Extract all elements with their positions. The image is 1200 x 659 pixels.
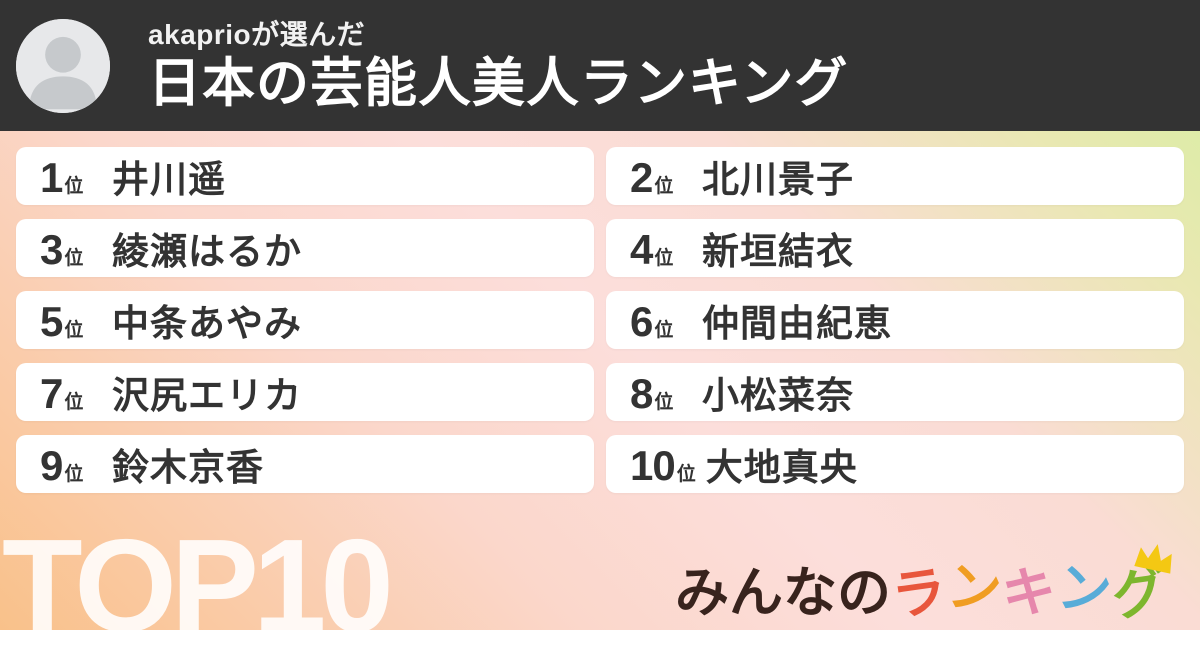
entry-name: 大地真央 [705,447,858,488]
ranking-item-6: 6 位 仲間由紀恵 [606,291,1184,349]
entry-name: 沢尻エリカ [112,375,302,416]
ranking-item-8: 8 位 小松菜奈 [606,363,1184,421]
rank-number: 7 [40,370,63,417]
rank-suffix: 位 [64,392,84,413]
entry-name: 井川遥 [112,159,226,200]
person-icon [16,18,110,113]
ranking-item-3: 3 位 綾瀬はるか [16,219,594,277]
rank-number: 2 [630,154,653,201]
entry-name: 仲間由紀恵 [702,303,892,344]
rank-number: 1 [40,154,63,201]
brand-char: キ [999,560,1059,626]
rank-number: 9 [40,442,63,489]
ranking-item-5: 5 位 中条あやみ [16,291,594,349]
entry-name: 綾瀬はるか [112,231,302,272]
rank-number: 8 [630,370,653,417]
brand-char: ラ [888,560,951,628]
entry-name: 鈴木京香 [112,447,264,488]
brand-char: ン [1054,557,1115,623]
rank-number: 5 [40,298,63,345]
rank-suffix: 位 [654,176,674,197]
entry-name: 北川景子 [702,159,854,200]
ranking-item-9: 9 位 鈴木京香 [16,435,594,493]
crown-icon [1131,538,1178,576]
brand-char: ン [944,556,1005,622]
rank-suffix: 位 [676,464,696,485]
rank-suffix: 位 [654,248,674,269]
rank-suffix: 位 [64,176,84,197]
header: akaprioが選んだ 日本の芸能人美人ランキング [0,0,1200,131]
ranking-list: 1 位井川遥 2 位北川景子 3 位綾瀬はるか 4 位新垣結衣 5 位中条あやみ 6 位仲間… [16,147,1184,493]
brand-prefix: みんなの [675,563,891,623]
ranking-item-1: 1 位 井川遥 [16,147,594,205]
rank-suffix: 位 [654,320,674,341]
entry-name: 小松菜奈 [702,375,854,416]
rank-number: 6 [630,298,653,345]
ranking-item-4: 4 位 新垣結衣 [606,219,1184,277]
rank-suffix: 位 [654,392,674,413]
ranking-item-10: 10 位大地真央 [606,435,1184,493]
top10-badge: TOP10 [2,512,394,659]
rank-suffix: 位 [64,320,84,341]
page-title: 日本の芸能人美人ランキング [148,53,849,113]
rank-number: 3 [40,226,63,273]
entry-name: 中条あやみ [112,303,302,344]
rank-number: 10 [630,442,676,489]
rank-suffix: 位 [64,248,84,269]
entry-name: 新垣結衣 [702,231,854,272]
ranking-item-2: 2 位 北川景子 [606,147,1184,205]
brand-logo: みんなのランキング [675,544,1172,627]
rank-suffix: 位 [64,464,84,485]
byline: akaprioが選んだ [148,18,366,50]
avatar [16,18,110,113]
rank-number: 4 [630,226,653,273]
ranking-item-7: 7 位 沢尻エリカ [16,363,594,421]
